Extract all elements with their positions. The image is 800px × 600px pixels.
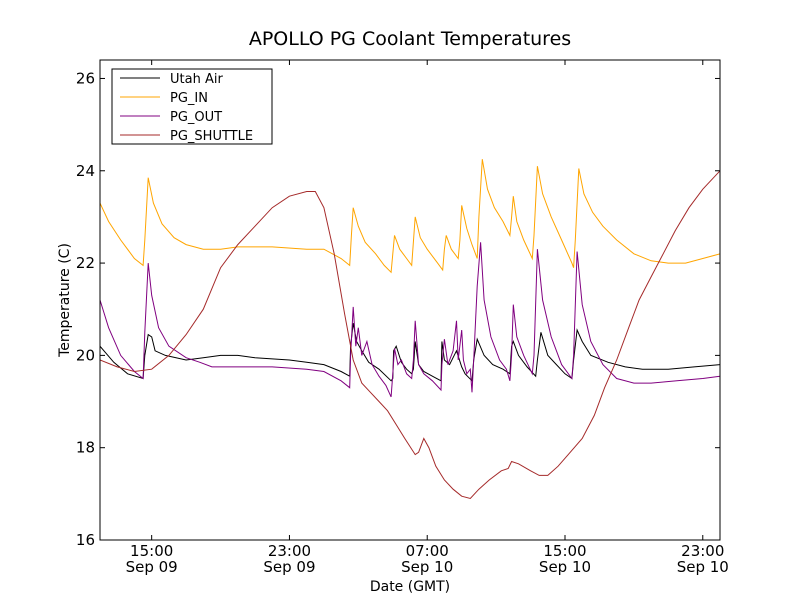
y-axis-label: Temperature (C) xyxy=(57,243,73,358)
chart-title: APOLLO PG Coolant Temperatures xyxy=(249,28,571,50)
x-tick-label-time: 23:00 xyxy=(268,542,311,560)
legend-box xyxy=(111,68,273,145)
y-tick-label: 20 xyxy=(76,346,95,364)
x-tick-label-time: 23:00 xyxy=(681,542,724,560)
series-line-pg-in xyxy=(100,159,720,274)
x-tick-label-date: Sep 10 xyxy=(539,558,591,576)
x-tick-label-date: Sep 09 xyxy=(263,558,315,576)
y-tick-label: 22 xyxy=(76,254,95,272)
plot-frame xyxy=(99,59,721,541)
legend-label-pg-shuttle: PG_SHUTTLE xyxy=(170,129,253,144)
legend-label-pg-in: PG_IN xyxy=(170,91,208,106)
x-tick-label-time: 15:00 xyxy=(543,542,586,560)
series-layer xyxy=(100,159,720,500)
y-tick-label: 16 xyxy=(76,531,95,549)
x-tick-label-time: 15:00 xyxy=(130,542,173,560)
y-tick-label: 26 xyxy=(76,69,95,87)
legend-label-utah-air: Utah Air xyxy=(170,72,223,87)
legend-label-pg-out: PG_OUT xyxy=(170,110,222,125)
x-tick-label-time: 07:00 xyxy=(406,542,449,560)
series-line-pg-out xyxy=(100,242,720,398)
x-axis-label: Date (GMT) xyxy=(370,579,450,595)
x-tick-label-date: Sep 10 xyxy=(677,558,729,576)
y-tick-label: 18 xyxy=(76,439,95,457)
x-tick-label-date: Sep 10 xyxy=(401,558,453,576)
x-tick-label-date: Sep 09 xyxy=(126,558,178,576)
y-tick-label: 24 xyxy=(76,162,95,180)
series-line-pg-shuttle xyxy=(100,170,720,500)
legend: Utah Air PG_IN PG_OUT PG_SHUTTLE xyxy=(111,68,273,145)
series-line-utah-air xyxy=(100,323,720,382)
